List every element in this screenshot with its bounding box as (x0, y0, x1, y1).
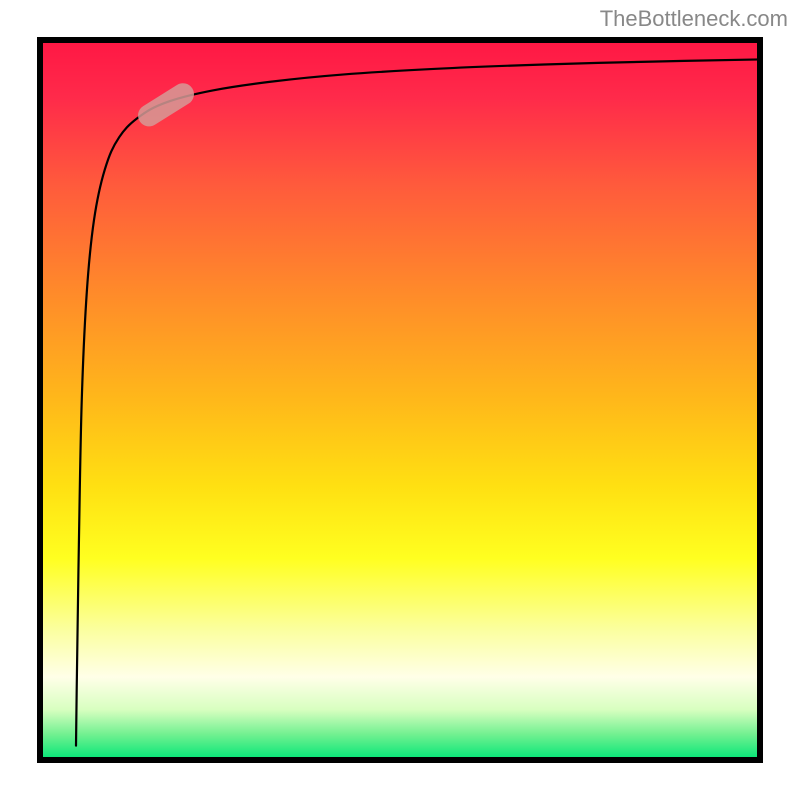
bottleneck-chart (0, 0, 800, 800)
plot-background (40, 40, 760, 760)
chart-container: TheBottleneck.com (0, 0, 800, 800)
watermark-text: TheBottleneck.com (600, 6, 788, 32)
